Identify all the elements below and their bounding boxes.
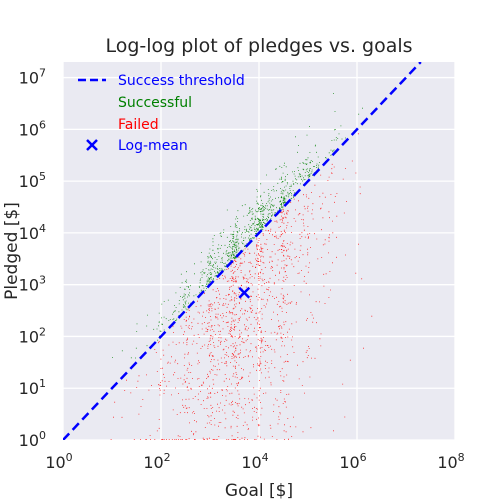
y-tick-label: 103 [19,274,46,295]
scatter-layer [110,93,373,440]
y-axis-label: Pledged [$] [2,202,22,300]
x-tick-label: 106 [339,451,366,472]
chart-title: Log-log plot of pledges vs. goals [105,35,412,57]
legend-label-successful: Successful [118,95,192,111]
x-tick-label: 104 [241,451,268,472]
x-tick-label: 102 [143,451,170,472]
y-tick-label: 104 [19,222,46,243]
ticks: 100 102 104 106 108 100 101 102 103 104 105 106 107 [19,67,465,472]
y-tick-label: 100 [19,429,46,450]
x-axis-label: Goal [$] [225,481,293,501]
x-tick-label: 108 [437,451,464,472]
failed-scatter-points [110,133,373,440]
x-tick-label: 100 [45,451,72,472]
legend-label-failed: Failed [118,117,159,133]
log-mean-marker [238,286,251,299]
y-tick-label: 107 [19,67,46,88]
y-tick-label: 106 [19,118,46,139]
success-threshold-line [63,62,422,440]
legend-label-logmean: Log-mean [118,138,188,154]
y-tick-label: 102 [19,325,46,346]
y-tick-label: 101 [19,377,46,398]
legend-logmean-marker [86,139,98,151]
series-layer [63,62,422,440]
legend: Success threshold Successful Failed Log-… [78,73,245,154]
y-tick-label: 105 [19,170,46,191]
legend-label-threshold: Success threshold [118,73,245,89]
